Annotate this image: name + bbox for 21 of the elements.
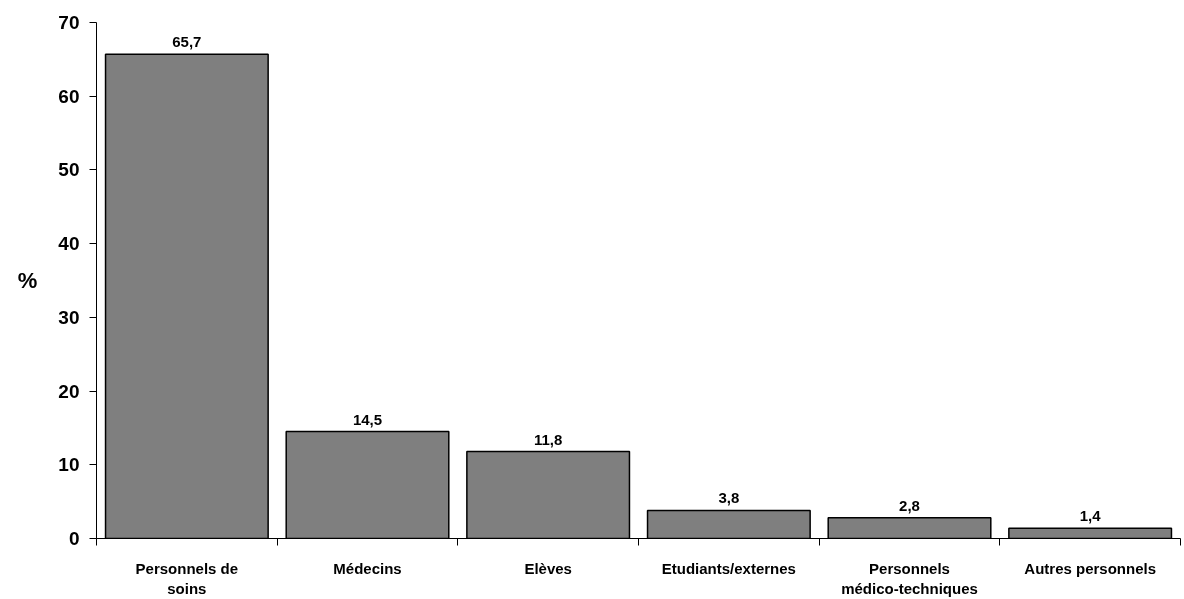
y-tick-label: 20 xyxy=(58,380,80,402)
data-label: 11,8 xyxy=(533,430,563,448)
x-tick-label: Personnels de soins xyxy=(135,559,239,597)
data-label: 2,8 xyxy=(899,496,920,514)
data-label: 65,7 xyxy=(172,33,202,51)
x-tick-label: Etudiants/externes xyxy=(661,559,796,577)
data-label: 1,4 xyxy=(1079,507,1102,525)
y-tick-label: 10 xyxy=(58,454,80,476)
y-axis-title: % xyxy=(17,268,38,293)
x-tick-label: Personnels médico-techniques xyxy=(841,559,978,597)
data-label: 3,8 xyxy=(718,489,740,507)
y-tick-label: 60 xyxy=(58,85,80,107)
x-tick-label: Médecins xyxy=(333,559,402,577)
y-tick-label: 70 xyxy=(58,12,80,33)
y-tick-label: 0 xyxy=(68,528,80,549)
y-tick-label: 50 xyxy=(58,159,80,181)
x-tick-label: Autres personnels xyxy=(1024,559,1157,577)
x-tick-label: Elèves xyxy=(524,559,572,577)
data-label: 14,5 xyxy=(352,410,383,428)
y-tick-label: 40 xyxy=(58,233,80,255)
y-tick-label: 30 xyxy=(58,306,80,328)
